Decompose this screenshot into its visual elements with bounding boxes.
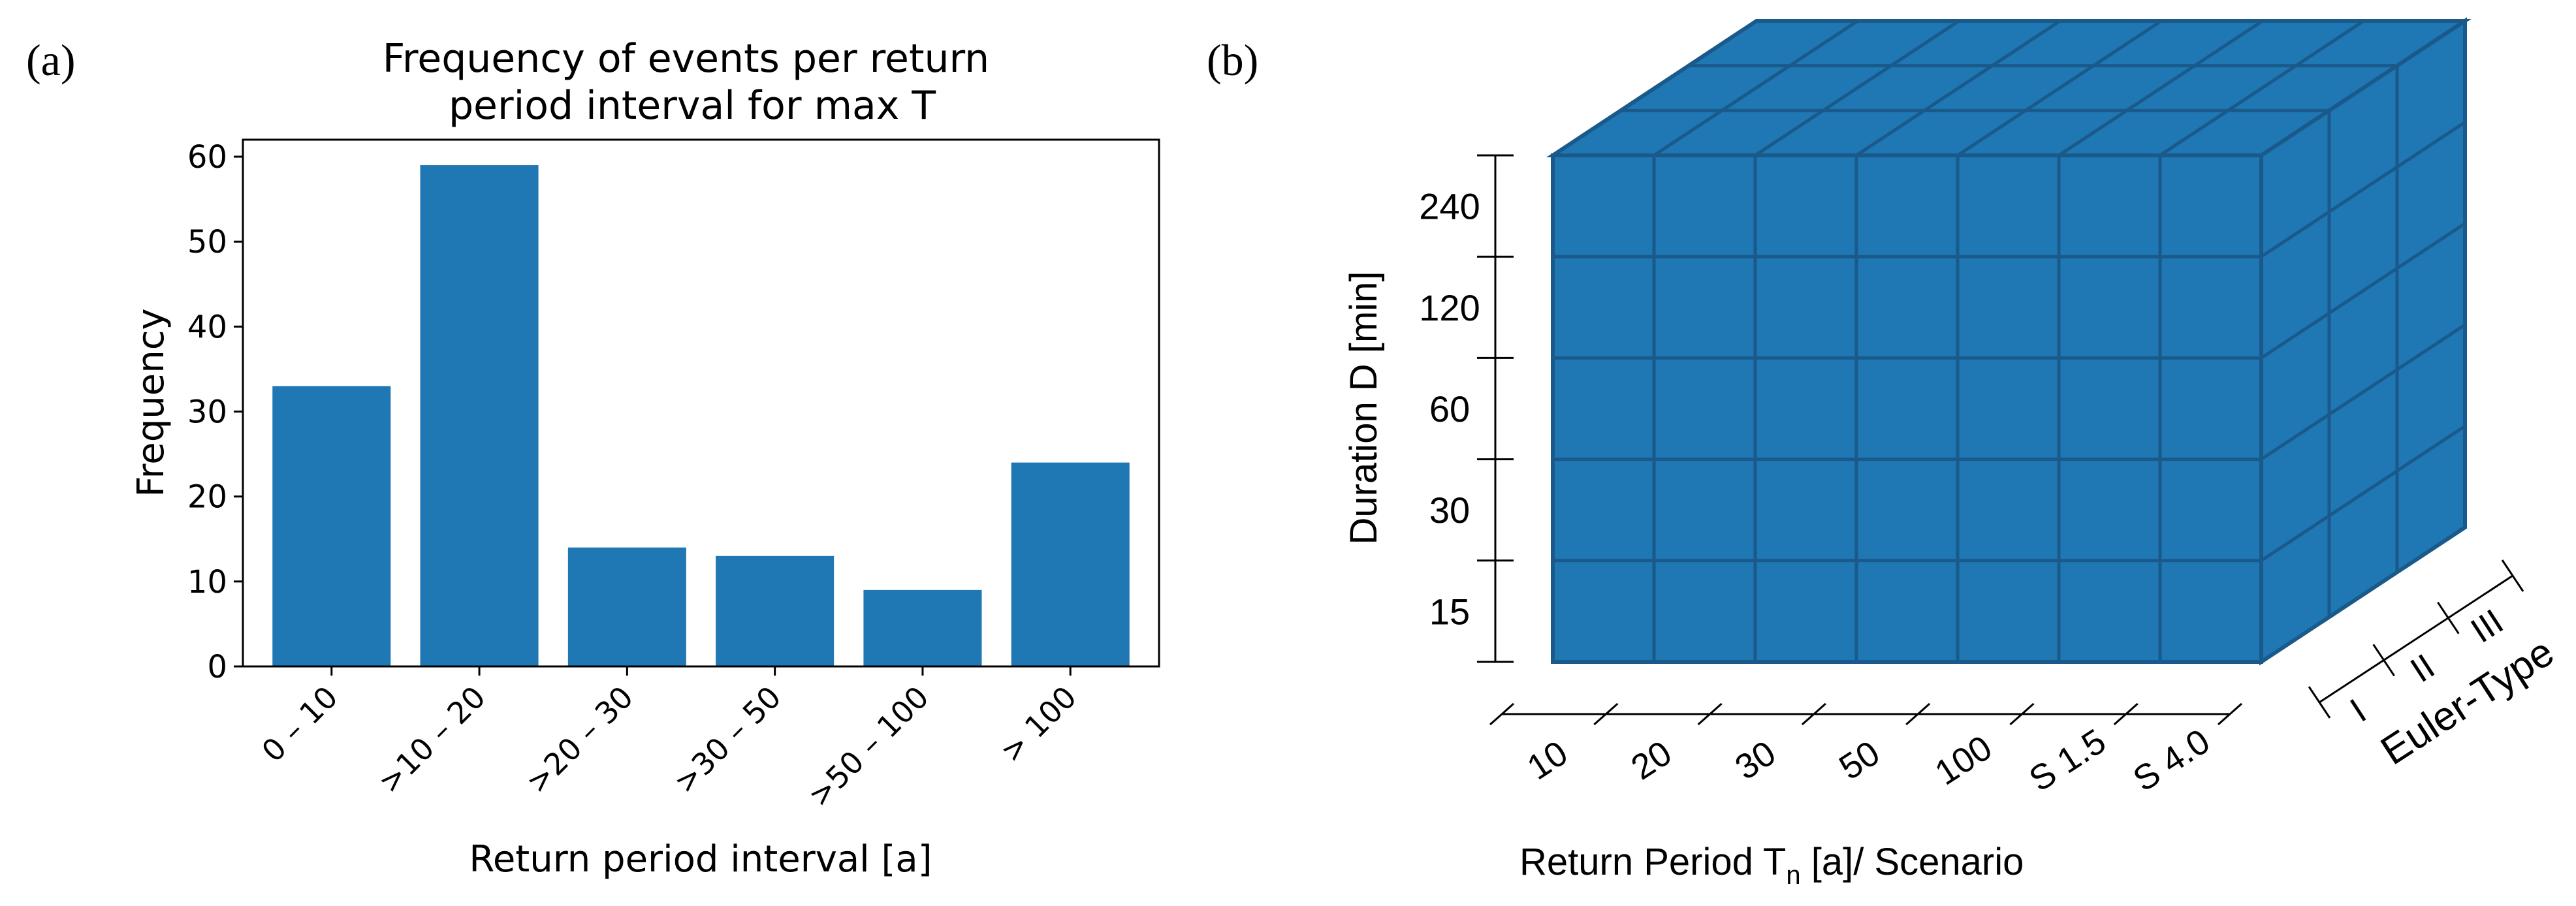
y-tick-label: 40 (187, 309, 227, 345)
y-tick-label: 0 (207, 649, 227, 685)
y-tick-label: 20 (187, 479, 227, 516)
top-grid-line (2058, 19, 2264, 157)
x-tick-label: >10 – 20 (372, 680, 492, 800)
euler-tick-label: II (2404, 647, 2441, 691)
return-period-tick (1489, 702, 1514, 726)
duration-axis: 240 120 60 30 15 (1419, 154, 1514, 663)
duration-tick-label: 240 (1419, 186, 1480, 227)
return-period-tick-label: S 4.0 (2126, 721, 2216, 799)
duration-tick-label: 60 (1429, 388, 1470, 430)
top-grid-line (1653, 19, 1859, 157)
euler-tick (2501, 559, 2524, 592)
panel-label-a: (a) (26, 35, 75, 85)
return-period-label-main: Return Period T (1519, 841, 1786, 883)
return-period-label-subscript: n (1786, 861, 1800, 890)
top-grid-line (2159, 19, 2365, 157)
return-period-tick-label: S 1.5 (2022, 721, 2112, 799)
return-period-tick (1697, 702, 1723, 726)
return-period-tick (1905, 702, 1931, 726)
x-tick-label: > 100 (993, 680, 1083, 770)
duration-tick-label: 15 (1429, 591, 1470, 632)
x-tick-label: >20 – 30 (519, 680, 640, 800)
x-tick-label: >30 – 50 (667, 680, 787, 800)
return-period-tick (2113, 702, 2139, 726)
y-tick-label: 50 (187, 224, 227, 260)
euler-tick-label: III (2464, 602, 2510, 651)
bar (420, 165, 539, 666)
return-period-axis: 10 20 30 50 100 S 1.5 S 4.0 (1489, 702, 2242, 799)
euler-tick (2437, 601, 2460, 634)
bar (272, 386, 391, 666)
chart-title-line-2: period interval for max T (449, 83, 936, 129)
chart-title-line-1: Frequency of events per return (383, 36, 989, 82)
return-period-tick-label: 50 (1832, 733, 1886, 787)
return-period-tick-label: 100 (1928, 728, 1999, 792)
return-period-label-suffix: [a]/ Scenario (1801, 841, 2024, 883)
plot-frame (242, 138, 1160, 668)
x-axis-label: Return period interval [a] (469, 838, 932, 881)
x-tick-label: >50 – 100 (801, 680, 936, 814)
return-period-tick-label: 20 (1625, 733, 1679, 787)
y-tick-label: 30 (187, 394, 227, 431)
cube-front-face (1551, 153, 2263, 664)
panel-label-b: (b) (1207, 35, 1258, 85)
euler-tick-label: I (2344, 691, 2373, 729)
euler-tick (2372, 644, 2395, 677)
return-period-tick (2009, 702, 2035, 726)
duration-tick-label: 30 (1429, 490, 1470, 531)
bar (863, 589, 982, 666)
top-grid-line (1956, 19, 2163, 157)
euler-type-axis-label: Euler-Type (2373, 629, 2562, 773)
x-tick-label: 0 – 10 (255, 680, 344, 769)
x-axis-ticks: 0 – 10 >10 – 20 >20 – 30 >30 – 50 >50 – 100 >… (255, 666, 1083, 813)
duration-tick-label: 120 (1419, 287, 1480, 328)
side-grid-line (2260, 121, 2466, 258)
bar-chart: Frequency of events per return period in… (130, 36, 1160, 881)
bar (716, 555, 835, 666)
bars (272, 165, 1130, 666)
bar (1011, 462, 1130, 666)
side-grid-line (2260, 424, 2466, 562)
top-grid-line (1754, 19, 1960, 157)
return-period-tick (2218, 702, 2242, 726)
return-period-axis-label: Return Period Tn [a]/ Scenario (1519, 841, 2024, 890)
return-period-tick (1593, 702, 1619, 726)
cube-faces (1546, 17, 2472, 666)
euler-tick (2308, 686, 2331, 719)
euler-axis-line (2319, 574, 2513, 704)
cube-grid (1553, 19, 2466, 662)
chart-title: Frequency of events per return period in… (383, 36, 1002, 129)
return-period-tick-label: 30 (1728, 733, 1783, 787)
return-period-tick (1801, 702, 1826, 726)
y-tick-label: 10 (187, 564, 227, 601)
top-grid-line (1855, 19, 2061, 157)
bar (567, 547, 686, 666)
y-axis-ticks: 0 10 20 30 40 50 60 (187, 139, 243, 685)
y-tick-label: 60 (187, 139, 227, 176)
return-period-tick-label: 10 (1520, 733, 1574, 787)
y-axis-label: Frequency (130, 308, 172, 497)
side-grid-line (2260, 323, 2466, 461)
duration-axis-label: Duration D [min] (1343, 271, 1385, 544)
side-grid-line (2260, 222, 2466, 360)
